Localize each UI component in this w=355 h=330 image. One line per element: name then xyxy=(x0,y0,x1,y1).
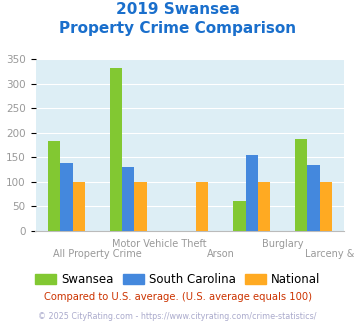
Text: © 2025 CityRating.com - https://www.cityrating.com/crime-statistics/: © 2025 CityRating.com - https://www.city… xyxy=(38,312,317,321)
Text: Arson: Arson xyxy=(207,249,235,259)
Text: Motor Vehicle Theft: Motor Vehicle Theft xyxy=(112,239,206,249)
Bar xyxy=(122,167,134,231)
Bar xyxy=(60,163,72,231)
Text: All Property Crime: All Property Crime xyxy=(53,249,142,259)
Bar xyxy=(110,68,122,231)
Bar xyxy=(295,139,307,231)
Text: Compared to U.S. average. (U.S. average equals 100): Compared to U.S. average. (U.S. average … xyxy=(44,292,311,302)
Bar xyxy=(233,201,246,231)
Bar xyxy=(48,141,60,231)
Bar xyxy=(134,182,147,231)
Text: Burglary: Burglary xyxy=(262,239,303,249)
Text: Property Crime Comparison: Property Crime Comparison xyxy=(59,21,296,36)
Bar xyxy=(320,182,332,231)
Legend: Swansea, South Carolina, National: Swansea, South Carolina, National xyxy=(30,268,325,291)
Bar xyxy=(196,182,208,231)
Bar xyxy=(246,155,258,231)
Bar xyxy=(72,182,85,231)
Text: 2019 Swansea: 2019 Swansea xyxy=(116,2,239,16)
Bar xyxy=(307,165,320,231)
Text: Larceny & Theft: Larceny & Theft xyxy=(305,249,355,259)
Bar xyxy=(258,182,270,231)
